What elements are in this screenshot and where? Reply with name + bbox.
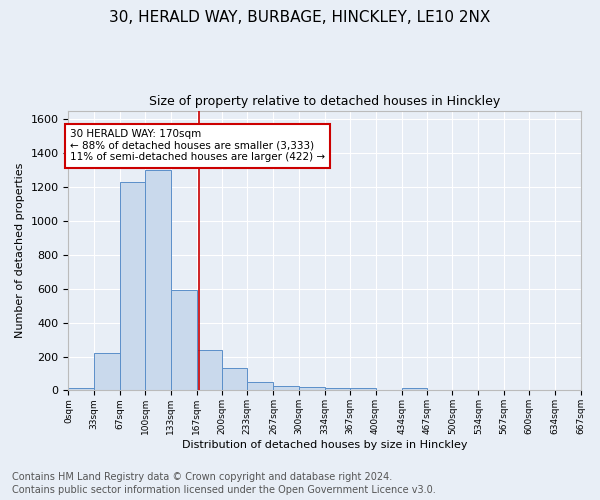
Text: Contains HM Land Registry data © Crown copyright and database right 2024.: Contains HM Land Registry data © Crown c… [12, 472, 392, 482]
Text: Contains public sector information licensed under the Open Government Licence v3: Contains public sector information licen… [12, 485, 436, 495]
Bar [145, 170, 170, 390]
Bar [247, 382, 274, 390]
Text: 30, HERALD WAY, BURBAGE, HINCKLEY, LE10 2NX: 30, HERALD WAY, BURBAGE, HINCKLEY, LE10 … [109, 10, 491, 25]
Bar [170, 290, 197, 390]
Bar [222, 368, 247, 390]
Bar [197, 350, 222, 391]
Bar [120, 182, 145, 390]
Bar [299, 386, 325, 390]
Text: 30 HERALD WAY: 170sqm
← 88% of detached houses are smaller (3,333)
11% of semi-d: 30 HERALD WAY: 170sqm ← 88% of detached … [70, 129, 325, 162]
Bar [68, 388, 94, 390]
X-axis label: Distribution of detached houses by size in Hinckley: Distribution of detached houses by size … [182, 440, 467, 450]
Bar [325, 388, 350, 390]
Bar [94, 353, 120, 391]
Bar [274, 386, 299, 390]
Title: Size of property relative to detached houses in Hinckley: Size of property relative to detached ho… [149, 95, 500, 108]
Bar [350, 388, 376, 390]
Y-axis label: Number of detached properties: Number of detached properties [15, 163, 25, 338]
Bar [401, 388, 427, 390]
